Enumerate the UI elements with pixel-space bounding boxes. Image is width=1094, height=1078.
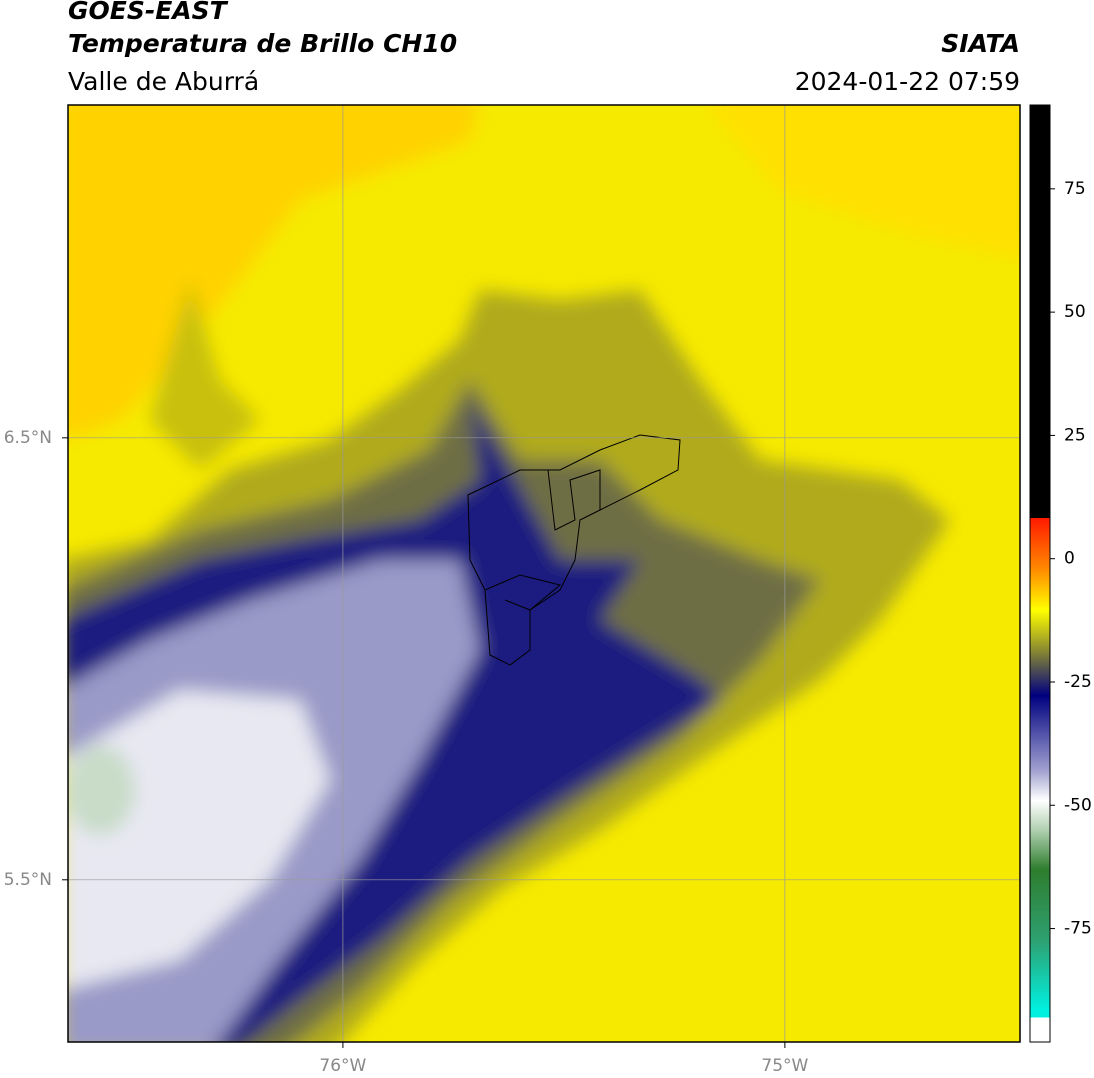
municipal-borders [484,574,562,611]
colorbar-tick-label: 75 [1064,179,1086,199]
subtitle: Temperatura de Brillo CH10 [68,29,457,58]
colorbar-tick-label: -25 [1064,672,1092,692]
lon-tick-label: 75°W [761,1056,808,1076]
municipal-borders [547,469,601,531]
colorbar-tick-label: -50 [1064,795,1092,815]
satellite-image [68,105,1020,1042]
lon-tick-label: 76°W [319,1056,366,1076]
colorbar-tick-label: 50 [1064,302,1086,322]
lat-tick-label: 5.5°N [4,870,52,890]
source: SIATA [941,29,1020,58]
colorbar-tick-label: 25 [1064,425,1086,445]
colorbar-tick-label: -75 [1064,919,1092,939]
datetime: 2024-01-22 07:59 [795,67,1020,96]
region-outline [467,434,681,666]
colorbar [1029,104,1051,1043]
colorbar-tick-label: 0 [1064,549,1075,569]
title: GOES-EAST [68,0,229,25]
lat-tick-label: 6.5°N [4,428,52,448]
region: Valle de Aburrá [68,67,259,96]
map-frame [67,104,1021,1043]
